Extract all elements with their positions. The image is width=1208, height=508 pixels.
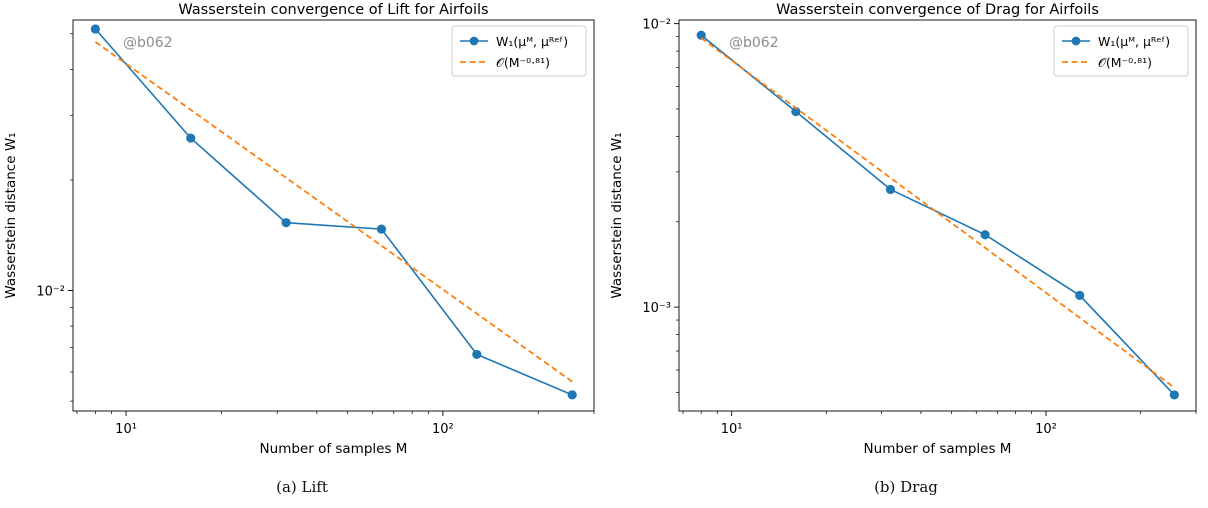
lift-chart-panel: Wasserstein convergence of Lift for Airf… (3, 2, 595, 496)
legend-label: W₁(μᴹ, μᴿᵉᶠ) (496, 34, 568, 49)
x-tick-label: 10¹ (115, 422, 137, 437)
fit-line (700, 37, 1175, 389)
data-line (700, 34, 1175, 396)
data-point (1075, 290, 1085, 300)
y-tick-label: 10⁻² (642, 18, 671, 33)
plot-frame (678, 19, 1197, 412)
chart-title: Wasserstein convergence of Lift for Airf… (178, 2, 488, 18)
data-point (696, 30, 706, 40)
drag-chart: Wasserstein convergence of Drag for Airf… (609, 2, 1197, 457)
plot-frame (72, 19, 595, 412)
x-axis-label: Number of samples M (864, 441, 1012, 457)
chart-title: Wasserstein convergence of Drag for Airf… (776, 2, 1099, 18)
y-tick-label: 10⁻² (36, 285, 65, 300)
legend-label: W₁(μᴹ, μᴿᵉᶠ) (1098, 34, 1170, 49)
data-point (281, 218, 291, 228)
data-point (376, 224, 387, 234)
y-axis-label: Wasserstein distance W₁ (3, 132, 19, 298)
fit-line (94, 41, 573, 383)
x-tick-label: 10¹ (721, 422, 743, 437)
lift-caption: (a) Lift (276, 478, 328, 496)
data-point (90, 24, 100, 34)
data-line (94, 28, 573, 396)
legend-swatch-marker (469, 36, 479, 46)
x-tick-label: 10² (432, 422, 454, 437)
drag-chart-panel: Wasserstein convergence of Drag for Airf… (604, 0, 1208, 508)
watermark: @b062 (123, 35, 173, 51)
data-point (567, 390, 577, 400)
legend-box (451, 25, 587, 77)
x-tick-label: 10² (1035, 422, 1057, 437)
data-point (472, 349, 482, 360)
drag-caption: (b) Drag (874, 478, 938, 496)
data-point (791, 106, 801, 117)
lift-chart: Wasserstein convergence of Lift for Airf… (3, 2, 595, 457)
data-point (1169, 390, 1179, 400)
legend-label: 𝒪(M⁻⁰·⁸¹) (496, 55, 550, 70)
legend-box (1053, 25, 1189, 77)
legend-label: 𝒪(M⁻⁰·⁸¹) (1098, 55, 1152, 70)
data-point (885, 184, 896, 195)
watermark: @b062 (729, 35, 779, 51)
y-axis-label: Wasserstein distance W₁ (609, 132, 625, 298)
legend-swatch-marker (1071, 36, 1081, 46)
data-point (980, 230, 990, 240)
y-tick-label: 10⁻³ (642, 301, 671, 316)
x-axis-label: Number of samples M (260, 441, 408, 457)
data-point (186, 133, 196, 143)
